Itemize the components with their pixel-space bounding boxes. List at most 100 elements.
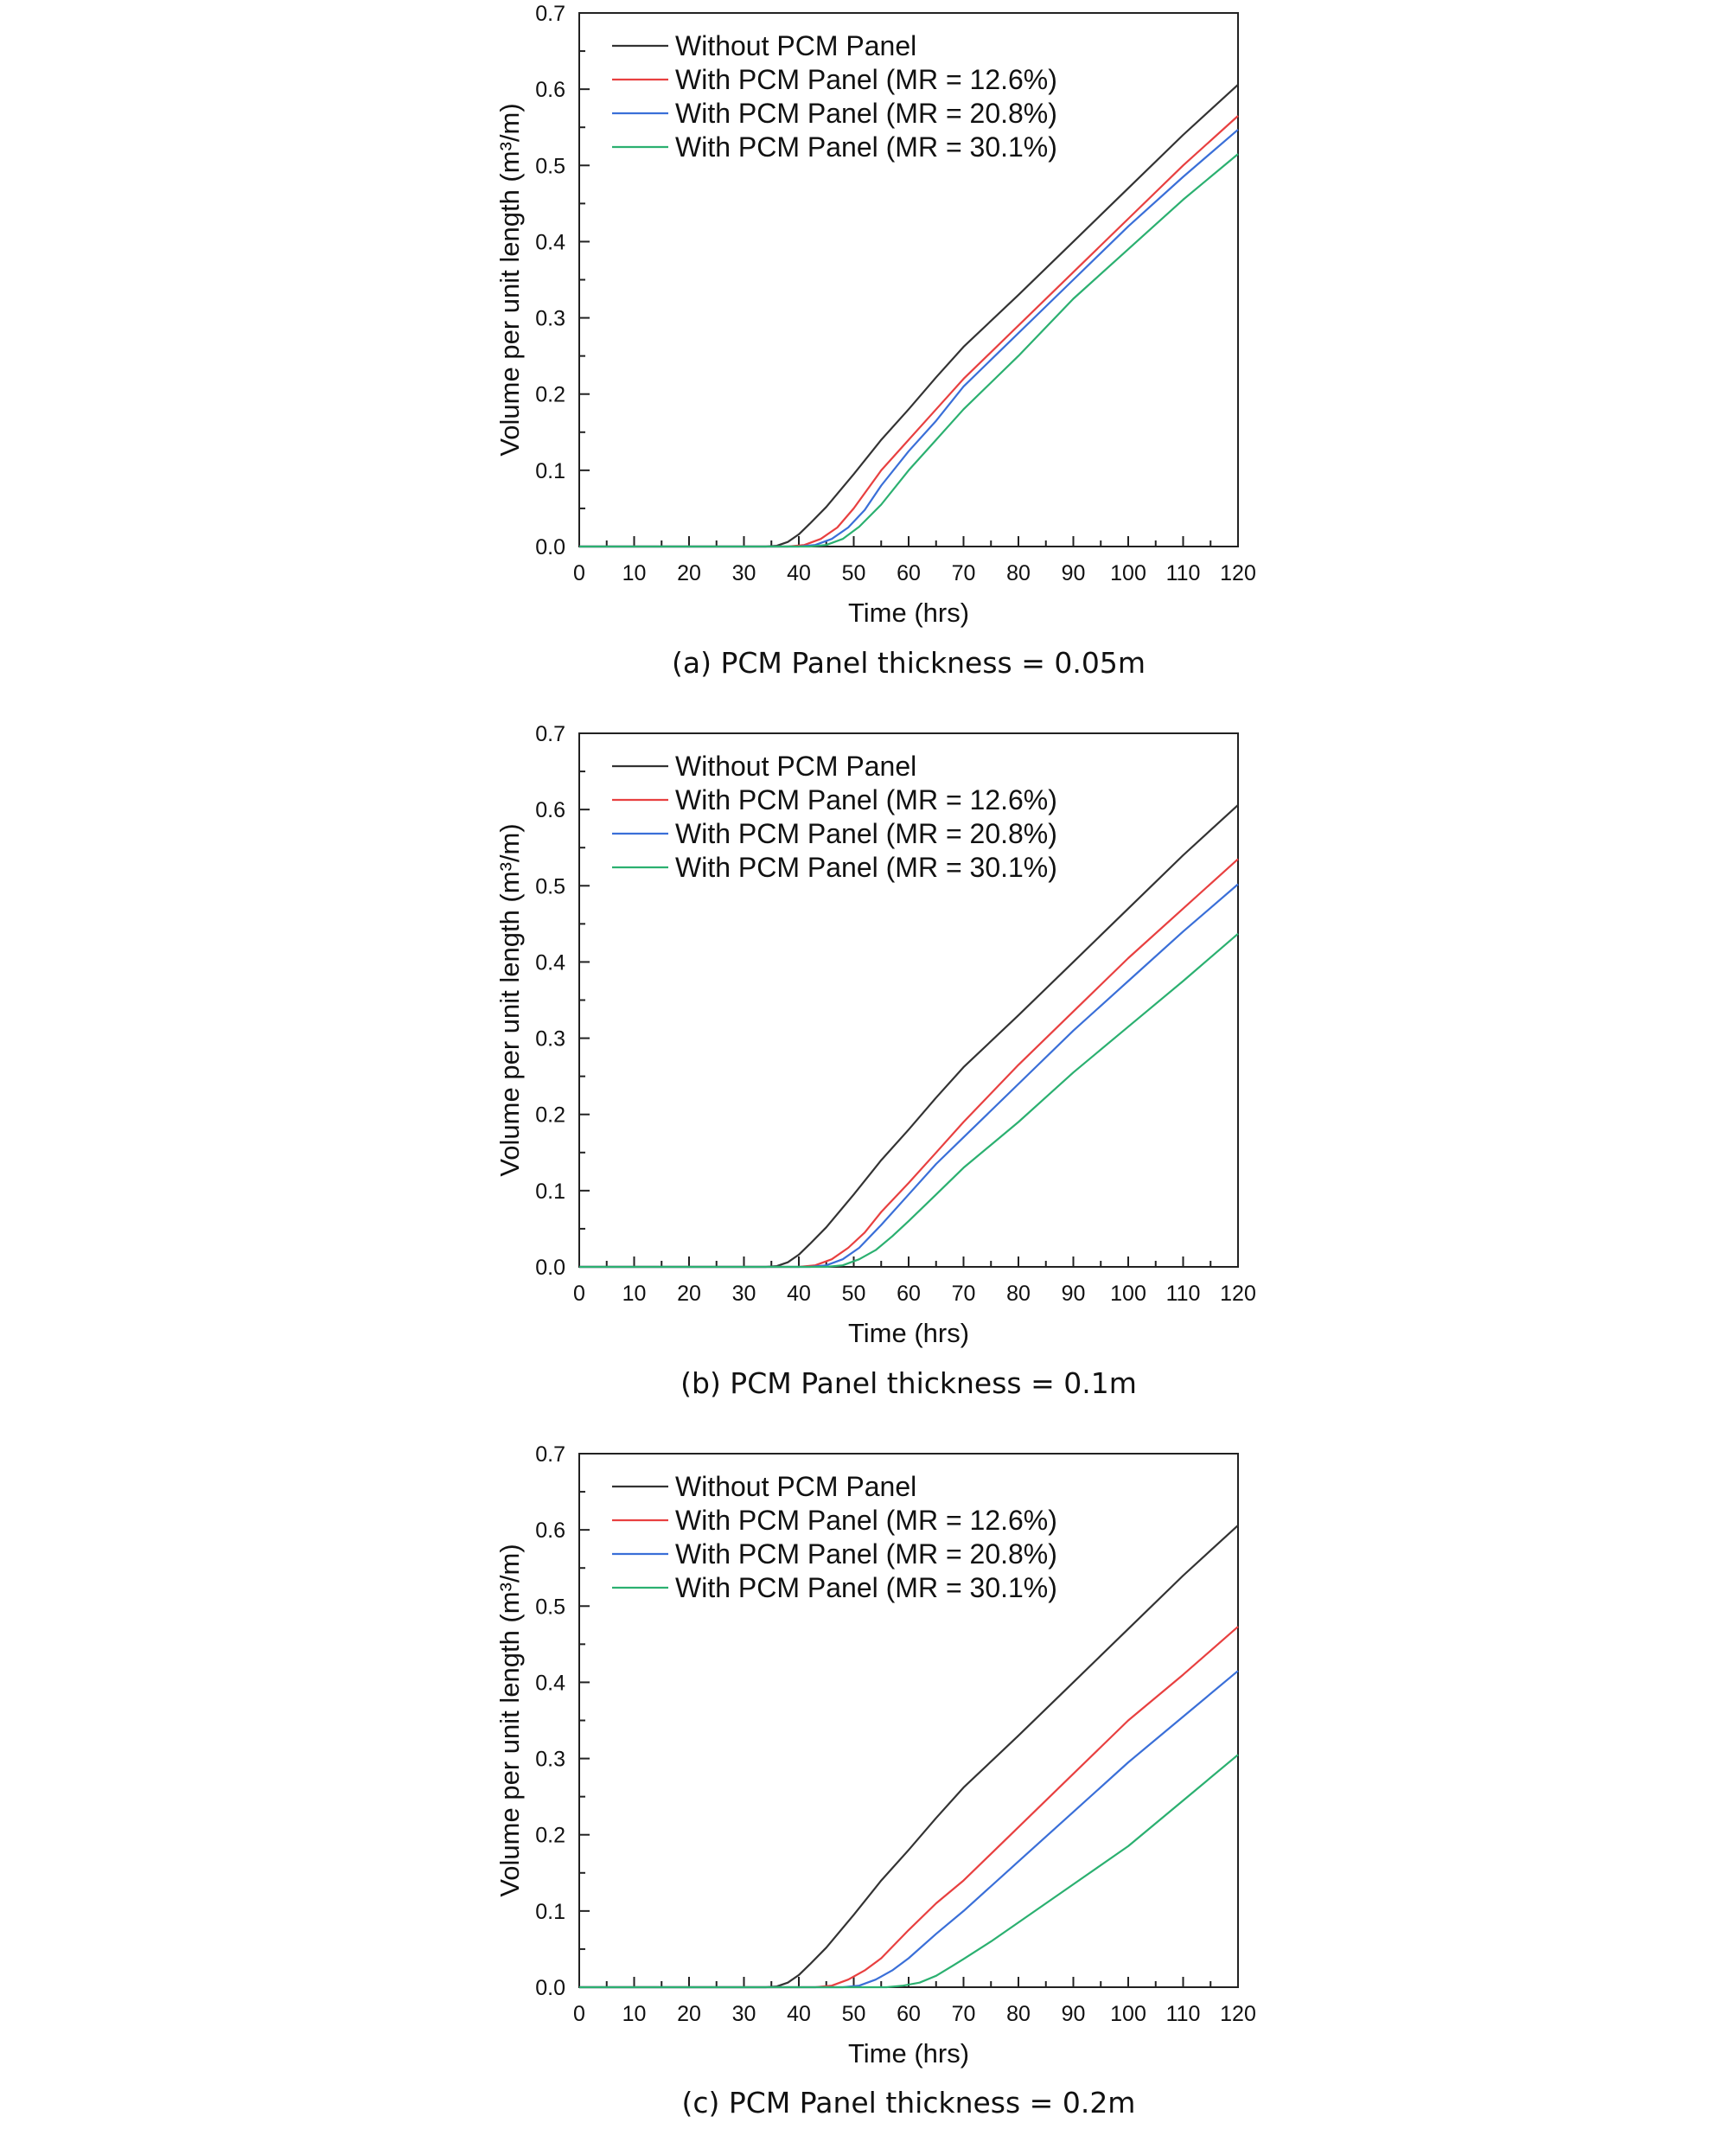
x-axis-title: Time (hrs) bbox=[848, 598, 969, 628]
y-tick-label: 0.1 bbox=[535, 459, 565, 483]
legend-label-1: Without PCM Panel bbox=[675, 30, 916, 61]
series-line-2 bbox=[579, 1626, 1239, 1989]
series-line-4 bbox=[579, 153, 1239, 548]
x-tick-label: 100 bbox=[1110, 2002, 1146, 2026]
legend-label-3: With PCM Panel (MR = 20.8%) bbox=[675, 1538, 1057, 1570]
x-tick-label: 60 bbox=[897, 2002, 921, 2026]
x-tick-label: 0 bbox=[573, 1282, 585, 1306]
y-tick-label: 0.7 bbox=[535, 1442, 565, 1467]
x-tick-label: 80 bbox=[1006, 2002, 1031, 2026]
panel-caption: (a) PCM Panel thickness = 0.05m bbox=[672, 646, 1146, 680]
x-tick-label: 120 bbox=[1220, 561, 1256, 585]
legend-label-1: Without PCM Panel bbox=[675, 1471, 916, 1502]
x-tick-label: 40 bbox=[787, 1282, 811, 1306]
y-tick-label: 0.5 bbox=[535, 154, 565, 178]
x-tick-label: 20 bbox=[677, 561, 701, 585]
x-tick-label: 50 bbox=[842, 1282, 866, 1306]
y-axis-title: Volume per unit length (m³/m) bbox=[495, 1544, 525, 1896]
x-tick-label: 20 bbox=[677, 2002, 701, 2026]
y-tick-label: 0.5 bbox=[535, 874, 565, 898]
panel-caption: (b) PCM Panel thickness = 0.1m bbox=[680, 1366, 1137, 1400]
x-tick-label: 10 bbox=[622, 561, 647, 585]
series-line-1 bbox=[579, 1525, 1239, 1989]
y-tick-label: 0.1 bbox=[535, 1900, 565, 1924]
x-axis-title: Time (hrs) bbox=[848, 1318, 969, 1348]
y-tick-label: 0.2 bbox=[535, 1103, 565, 1128]
series-line-2 bbox=[579, 858, 1239, 1269]
x-tick-label: 90 bbox=[1062, 561, 1086, 585]
x-tick-label: 70 bbox=[952, 1282, 976, 1306]
legend-label-2: With PCM Panel (MR = 12.6%) bbox=[675, 784, 1057, 815]
panel-caption: (c) PCM Panel thickness = 0.2m bbox=[682, 2086, 1136, 2120]
x-tick-label: 110 bbox=[1166, 561, 1201, 585]
x-tick-label: 0 bbox=[573, 561, 585, 585]
x-tick-label: 50 bbox=[842, 561, 866, 585]
y-tick-label: 0.6 bbox=[535, 78, 565, 102]
series-line-3 bbox=[579, 883, 1239, 1269]
x-tick-label: 90 bbox=[1062, 1282, 1086, 1306]
x-tick-label: 70 bbox=[952, 561, 976, 585]
y-axis-title: Volume per unit length (m³/m) bbox=[495, 823, 525, 1176]
legend-label-2: With PCM Panel (MR = 12.6%) bbox=[675, 1505, 1057, 1536]
y-tick-label: 0.0 bbox=[535, 535, 565, 559]
x-tick-label: 40 bbox=[787, 561, 811, 585]
series-line-2 bbox=[579, 115, 1239, 548]
y-tick-label: 0.6 bbox=[535, 1519, 565, 1543]
chart-panel-c: 0 10 20 30 40 50 60 70 80 90 100 110 120 0.0 0.1 0.2 0.3… bbox=[495, 1442, 1256, 2120]
y-tick-label: 0.4 bbox=[535, 230, 565, 254]
x-tick-label: 10 bbox=[622, 2002, 647, 2026]
x-tick-label: 120 bbox=[1220, 2002, 1256, 2026]
x-tick-label: 30 bbox=[732, 2002, 756, 2026]
series-line-4 bbox=[579, 1754, 1239, 1989]
x-tick-label: 30 bbox=[732, 1282, 756, 1306]
x-tick-label: 90 bbox=[1062, 2002, 1086, 2026]
x-tick-label: 100 bbox=[1110, 561, 1146, 585]
x-tick-label: 100 bbox=[1110, 1282, 1146, 1306]
x-tick-label: 110 bbox=[1166, 1282, 1201, 1306]
chart-panel-b: 0 10 20 30 40 50 60 70 80 90 100 110 120 0.0 0.1 0.2 0.3… bbox=[495, 722, 1256, 1400]
y-tick-label: 0.7 bbox=[535, 722, 565, 746]
series-line-4 bbox=[579, 932, 1239, 1269]
y-tick-label: 0.5 bbox=[535, 1595, 565, 1619]
legend-label-3: With PCM Panel (MR = 20.8%) bbox=[675, 818, 1057, 849]
x-tick-label: 70 bbox=[952, 2002, 976, 2026]
x-axis-title: Time (hrs) bbox=[848, 2038, 969, 2068]
y-axis-title: Volume per unit length (m³/m) bbox=[495, 103, 525, 456]
y-tick-label: 0.2 bbox=[535, 1824, 565, 1848]
y-tick-label: 0.3 bbox=[535, 1027, 565, 1052]
x-tick-label: 20 bbox=[677, 1282, 701, 1306]
legend-label-1: Without PCM Panel bbox=[675, 751, 916, 782]
series-line-1 bbox=[579, 804, 1239, 1269]
y-tick-label: 0.6 bbox=[535, 798, 565, 822]
x-tick-label: 50 bbox=[842, 2002, 866, 2026]
legend-label-4: With PCM Panel (MR = 30.1%) bbox=[675, 852, 1057, 883]
legend-label-2: With PCM Panel (MR = 12.6%) bbox=[675, 64, 1057, 95]
x-tick-label: 30 bbox=[732, 561, 756, 585]
x-tick-label: 0 bbox=[573, 2002, 585, 2026]
series-line-1 bbox=[579, 84, 1239, 548]
x-tick-label: 80 bbox=[1006, 561, 1031, 585]
legend-label-3: With PCM Panel (MR = 20.8%) bbox=[675, 98, 1057, 129]
x-tick-label: 60 bbox=[897, 1282, 921, 1306]
chart-panel-a: 0 10 20 30 40 50 60 70 80 90 100 110 120 0.0 0.1 0.2 0.3… bbox=[495, 2, 1256, 680]
y-tick-label: 0.2 bbox=[535, 383, 565, 407]
series-line-3 bbox=[579, 129, 1239, 548]
x-tick-label: 10 bbox=[622, 1282, 647, 1306]
legend-label-4: With PCM Panel (MR = 30.1%) bbox=[675, 131, 1057, 163]
x-tick-label: 80 bbox=[1006, 1282, 1031, 1306]
y-tick-label: 0.0 bbox=[535, 1976, 565, 2000]
y-tick-label: 0.3 bbox=[535, 1748, 565, 1772]
x-tick-label: 60 bbox=[897, 561, 921, 585]
series-line-3 bbox=[579, 1670, 1239, 1989]
x-tick-label: 110 bbox=[1166, 2002, 1201, 2026]
y-tick-label: 0.4 bbox=[535, 950, 565, 975]
y-tick-label: 0.4 bbox=[535, 1671, 565, 1695]
y-tick-label: 0.7 bbox=[535, 2, 565, 26]
y-tick-label: 0.1 bbox=[535, 1180, 565, 1204]
x-tick-label: 40 bbox=[787, 2002, 811, 2026]
y-tick-label: 0.3 bbox=[535, 307, 565, 331]
legend-label-4: With PCM Panel (MR = 30.1%) bbox=[675, 1572, 1057, 1603]
x-tick-label: 120 bbox=[1220, 1282, 1256, 1306]
y-tick-label: 0.0 bbox=[535, 1256, 565, 1280]
